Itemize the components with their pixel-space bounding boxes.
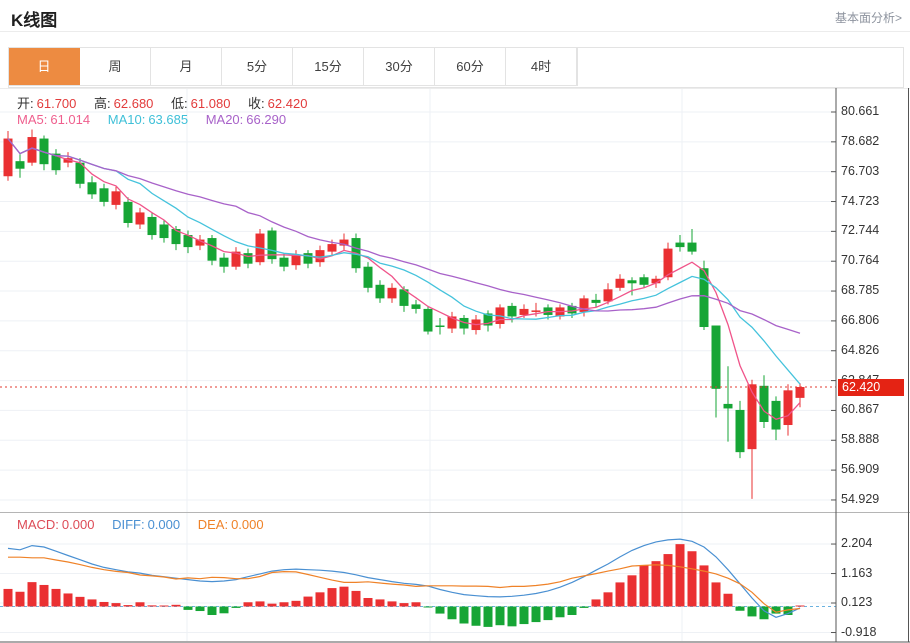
- tab-周[interactable]: 周: [80, 48, 151, 85]
- macd-tick-label: 2.204: [841, 536, 873, 551]
- macd-tick-label: 1.163: [841, 565, 873, 580]
- price-tick-label: 54.929: [841, 491, 880, 506]
- diff-value: 0.000: [147, 517, 181, 532]
- tab-60分[interactable]: 60分: [435, 48, 506, 85]
- price-tick-label: 72.744: [841, 223, 880, 238]
- low-label: 低:: [171, 96, 188, 111]
- diff-label: DIFF:: [112, 517, 145, 532]
- current-price-badge: 62.420: [838, 378, 904, 396]
- price-tick-label: 64.826: [841, 342, 880, 357]
- ma10-value: 63.685: [148, 112, 189, 127]
- ohlc-readout: 开: 61.700 高: 62.680 低: 61.080 收: 62.420: [17, 93, 310, 112]
- ma20-label: MA20:: [205, 112, 244, 127]
- close-value: 62.420: [267, 96, 308, 111]
- page-title: K线图: [11, 11, 58, 30]
- ma10-label: MA10:: [107, 112, 146, 127]
- low-value: 61.080: [190, 96, 231, 111]
- dea-value: 0.000: [231, 517, 264, 532]
- open-value: 61.700: [36, 96, 77, 111]
- price-tick-label: 76.703: [841, 163, 880, 178]
- ma20-value: 66.290: [246, 112, 287, 127]
- tab-4时[interactable]: 4时: [506, 48, 577, 85]
- macd-legend: MACD: 0.000 DIFF: 0.000 DEA: 0.000: [17, 517, 267, 532]
- close-label: 收:: [248, 96, 265, 111]
- macd-tick-label: 0.123: [841, 595, 873, 609]
- high-value: 62.680: [113, 96, 154, 111]
- tab-15分[interactable]: 15分: [293, 48, 364, 85]
- timeframe-tabbar: 日周月 5分 15分 30分 60分 4时: [8, 47, 578, 86]
- tab-5分[interactable]: 5分: [222, 48, 293, 85]
- ma5-value: 61.014: [50, 112, 91, 127]
- high-label: 高:: [94, 96, 111, 111]
- price-tick-label: 70.764: [841, 253, 880, 268]
- price-tick-label: 78.682: [841, 133, 880, 148]
- tab-月[interactable]: 月: [151, 48, 222, 85]
- price-tick-label: 58.888: [841, 432, 880, 447]
- ma-legend: MA5: 61.014 MA10: 63.685 MA20: 66.290: [17, 112, 289, 127]
- tab-日[interactable]: 日: [9, 48, 80, 85]
- price-tick-label: 56.909: [841, 462, 880, 477]
- macd-value: 0.000: [61, 517, 95, 532]
- fundamental-analysis-link[interactable]: 基本面分析>: [834, 11, 902, 25]
- price-tick-label: 60.867: [841, 402, 880, 417]
- price-tick-label: 80.661: [841, 104, 880, 118]
- ma5-label: MA5:: [17, 112, 48, 127]
- price-tick-label: 66.806: [841, 312, 880, 327]
- dea-label: DEA:: [197, 517, 229, 532]
- open-label: 开:: [17, 96, 34, 111]
- price-tick-label: 68.785: [841, 283, 880, 298]
- price-tick-label: 74.723: [841, 193, 880, 208]
- macd-tick-label: -0.918: [841, 624, 877, 639]
- tab-30分[interactable]: 30分: [364, 48, 435, 85]
- macd-label: MACD:: [17, 517, 59, 532]
